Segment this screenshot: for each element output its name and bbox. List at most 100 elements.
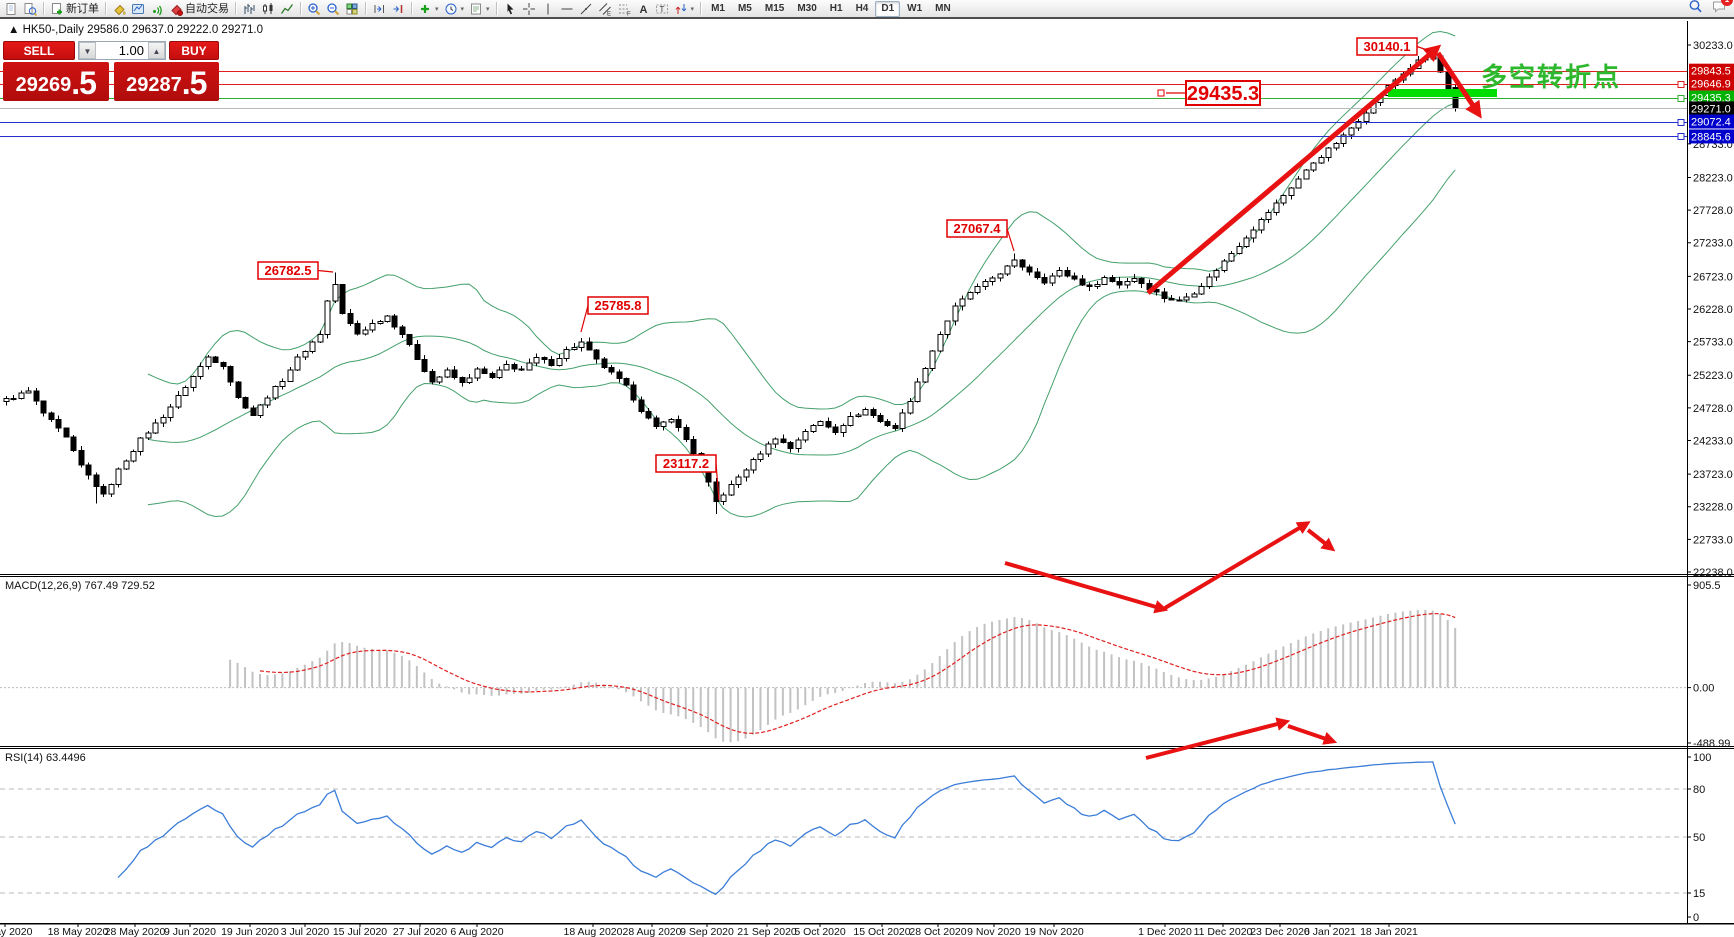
tf-m1[interactable]: M1 [705, 1, 731, 17]
periods-button[interactable]: ▾ [442, 1, 467, 17]
periods-button-dropdown-icon[interactable]: ▾ [460, 5, 465, 13]
date-label: 28 May 2020 [105, 926, 166, 937]
new-order-button[interactable]: 新订单 [48, 1, 101, 17]
turning-point-highlight-bar[interactable] [1388, 89, 1497, 97]
date-label: 28 Oct 2020 [909, 926, 966, 937]
bar-chart-button-glyph [242, 2, 256, 16]
date-label: 9 Sep 2020 [680, 926, 734, 937]
tf-m5[interactable]: M5 [732, 1, 758, 17]
tf-mn[interactable]: MN [929, 1, 957, 17]
date-label: 6 Aug 2020 [450, 926, 503, 937]
trend-arrow-main[interactable] [1435, 51, 1482, 119]
buy-button[interactable]: BUY [169, 41, 219, 60]
print-preview-icon[interactable] [21, 1, 39, 17]
text-label-button[interactable]: T [653, 1, 671, 17]
volume-value[interactable]: 1.00 [118, 43, 144, 58]
line-anchor-marker[interactable] [1677, 95, 1685, 102]
tile-windows-button[interactable] [343, 1, 361, 17]
auto-scroll-button-glyph [372, 2, 386, 16]
price-tag[interactable]: 23117.2 [655, 454, 720, 501]
line-chart-button-glyph [280, 2, 294, 16]
price-tag[interactable]: 29435.3 [1157, 80, 1261, 106]
tf-m15[interactable]: M15 [759, 1, 790, 17]
buy-price[interactable]: 29287.5 [113, 62, 219, 101]
price-tick-label: 30233.0 [1693, 40, 1733, 52]
trend-arrow-rsi[interactable] [1287, 724, 1338, 745]
date-label: 19 Nov 2020 [1024, 926, 1084, 937]
price-tag[interactable]: 26782.5 [257, 261, 334, 280]
sell-button[interactable]: SELL [3, 41, 75, 60]
market-watch-icon[interactable] [129, 1, 147, 17]
bb-middle [147, 102, 1456, 456]
candlesticks[interactable] [3, 51, 1459, 515]
equidistant-channel-button-glyph: E [598, 2, 612, 16]
templates-button[interactable]: ▾ [467, 1, 492, 17]
trend-arrow-macd[interactable] [1306, 528, 1336, 552]
crosshair-button[interactable] [520, 1, 538, 17]
bar-chart-button[interactable] [240, 1, 258, 17]
price-level-label-text: 29271.0 [1691, 103, 1731, 115]
indicators-button-glyph [418, 2, 432, 16]
toolbar-separator [411, 2, 412, 15]
line-anchor-marker[interactable] [1677, 119, 1685, 126]
autotrade-button[interactable]: 自动交易 [167, 1, 231, 17]
indicators-button[interactable]: ▾ [416, 1, 441, 17]
macd-indicator[interactable] [0, 609, 1687, 743]
new-order-button-label: 新订单 [66, 2, 99, 15]
cn-annotation-text[interactable]: 多空转折点 [1481, 62, 1621, 92]
zoom-out-button[interactable] [324, 1, 342, 17]
arrows-button[interactable]: ▾ [672, 1, 697, 17]
line-chart-button[interactable] [278, 1, 296, 17]
search-button[interactable] [1688, 0, 1702, 18]
horizontal-line-button[interactable] [558, 1, 576, 17]
price-tag[interactable]: 30140.1 [1356, 37, 1431, 56]
toolbar-separator [300, 2, 301, 15]
svg-text:E: E [607, 11, 611, 16]
equidistant-channel-button[interactable]: E [596, 1, 614, 17]
candlestick-chart-button[interactable] [259, 1, 277, 17]
styler-bucket-icon[interactable] [110, 1, 128, 17]
tf-w1[interactable]: W1 [901, 1, 928, 17]
chart-shift-button[interactable] [389, 1, 407, 17]
tf-m30[interactable]: M30 [791, 1, 822, 17]
zoom-in-button[interactable] [305, 1, 323, 17]
trend-arrow-macd[interactable] [1004, 561, 1169, 614]
tf-h4[interactable]: H4 [850, 1, 875, 17]
line-anchor-marker[interactable] [1677, 133, 1685, 140]
trendline-button[interactable] [577, 1, 595, 17]
horizontal-line-button-glyph [560, 2, 574, 16]
tf-h1[interactable]: H1 [824, 1, 849, 17]
trend-arrow-main[interactable] [1146, 44, 1442, 295]
indicators-button-dropdown-icon[interactable]: ▾ [435, 5, 439, 13]
chart-doc-icon[interactable] [2, 1, 20, 17]
volume-decrease-button[interactable]: ▼ [79, 42, 96, 59]
text-button[interactable]: A [634, 1, 652, 17]
svg-text:A: A [639, 4, 647, 16]
tf-d1[interactable]: D1 [875, 0, 901, 17]
line-anchor-marker[interactable] [1677, 81, 1685, 88]
svg-text:T: T [659, 5, 664, 14]
sell-price[interactable]: 29269.5 [3, 62, 109, 101]
cursor-button[interactable] [501, 1, 519, 17]
auto-scroll-button[interactable] [370, 1, 388, 17]
rsi-label: RSI(14) 63.4496 [5, 752, 86, 764]
price-level-label-text: 29072.4 [1691, 117, 1731, 129]
trend-arrow-macd[interactable] [1163, 521, 1311, 610]
volume-increase-button[interactable]: ▲ [148, 42, 165, 59]
price-tag[interactable]: 25785.8 [580, 296, 649, 333]
bollinger-bands[interactable] [147, 30, 1456, 518]
chat-button[interactable]: 1 [1712, 0, 1733, 18]
price-tag[interactable]: 27067.4 [946, 219, 1015, 252]
rsi-indicator[interactable] [0, 761, 1687, 896]
crosshair-button-glyph [522, 2, 536, 16]
fibonacci-button[interactable]: F [615, 1, 633, 17]
templates-button-dropdown-icon[interactable]: ▾ [486, 5, 490, 13]
date-label: 9 Jun 2020 [164, 926, 216, 937]
vertical-line-button[interactable] [539, 1, 557, 17]
signals-icon[interactable] [148, 1, 166, 17]
trend-arrow-rsi[interactable] [1145, 717, 1291, 760]
arrows-button-dropdown-icon[interactable]: ▾ [690, 5, 695, 13]
toolbar-separator [495, 2, 497, 15]
